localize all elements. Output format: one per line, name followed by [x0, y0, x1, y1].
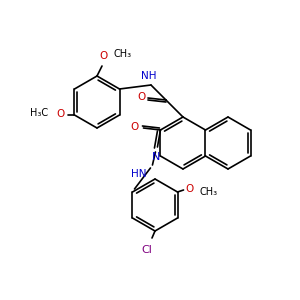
Text: O: O	[100, 51, 108, 61]
Text: NH: NH	[141, 71, 157, 81]
Text: N: N	[152, 152, 160, 162]
Text: O: O	[185, 184, 194, 194]
Text: CH₃: CH₃	[200, 187, 217, 197]
Text: H₃C: H₃C	[30, 108, 49, 118]
Text: O: O	[138, 92, 146, 102]
Text: Cl: Cl	[142, 245, 152, 255]
Text: O: O	[130, 122, 139, 132]
Text: O: O	[56, 109, 64, 119]
Text: HN: HN	[131, 169, 146, 179]
Text: CH₃: CH₃	[114, 49, 132, 59]
